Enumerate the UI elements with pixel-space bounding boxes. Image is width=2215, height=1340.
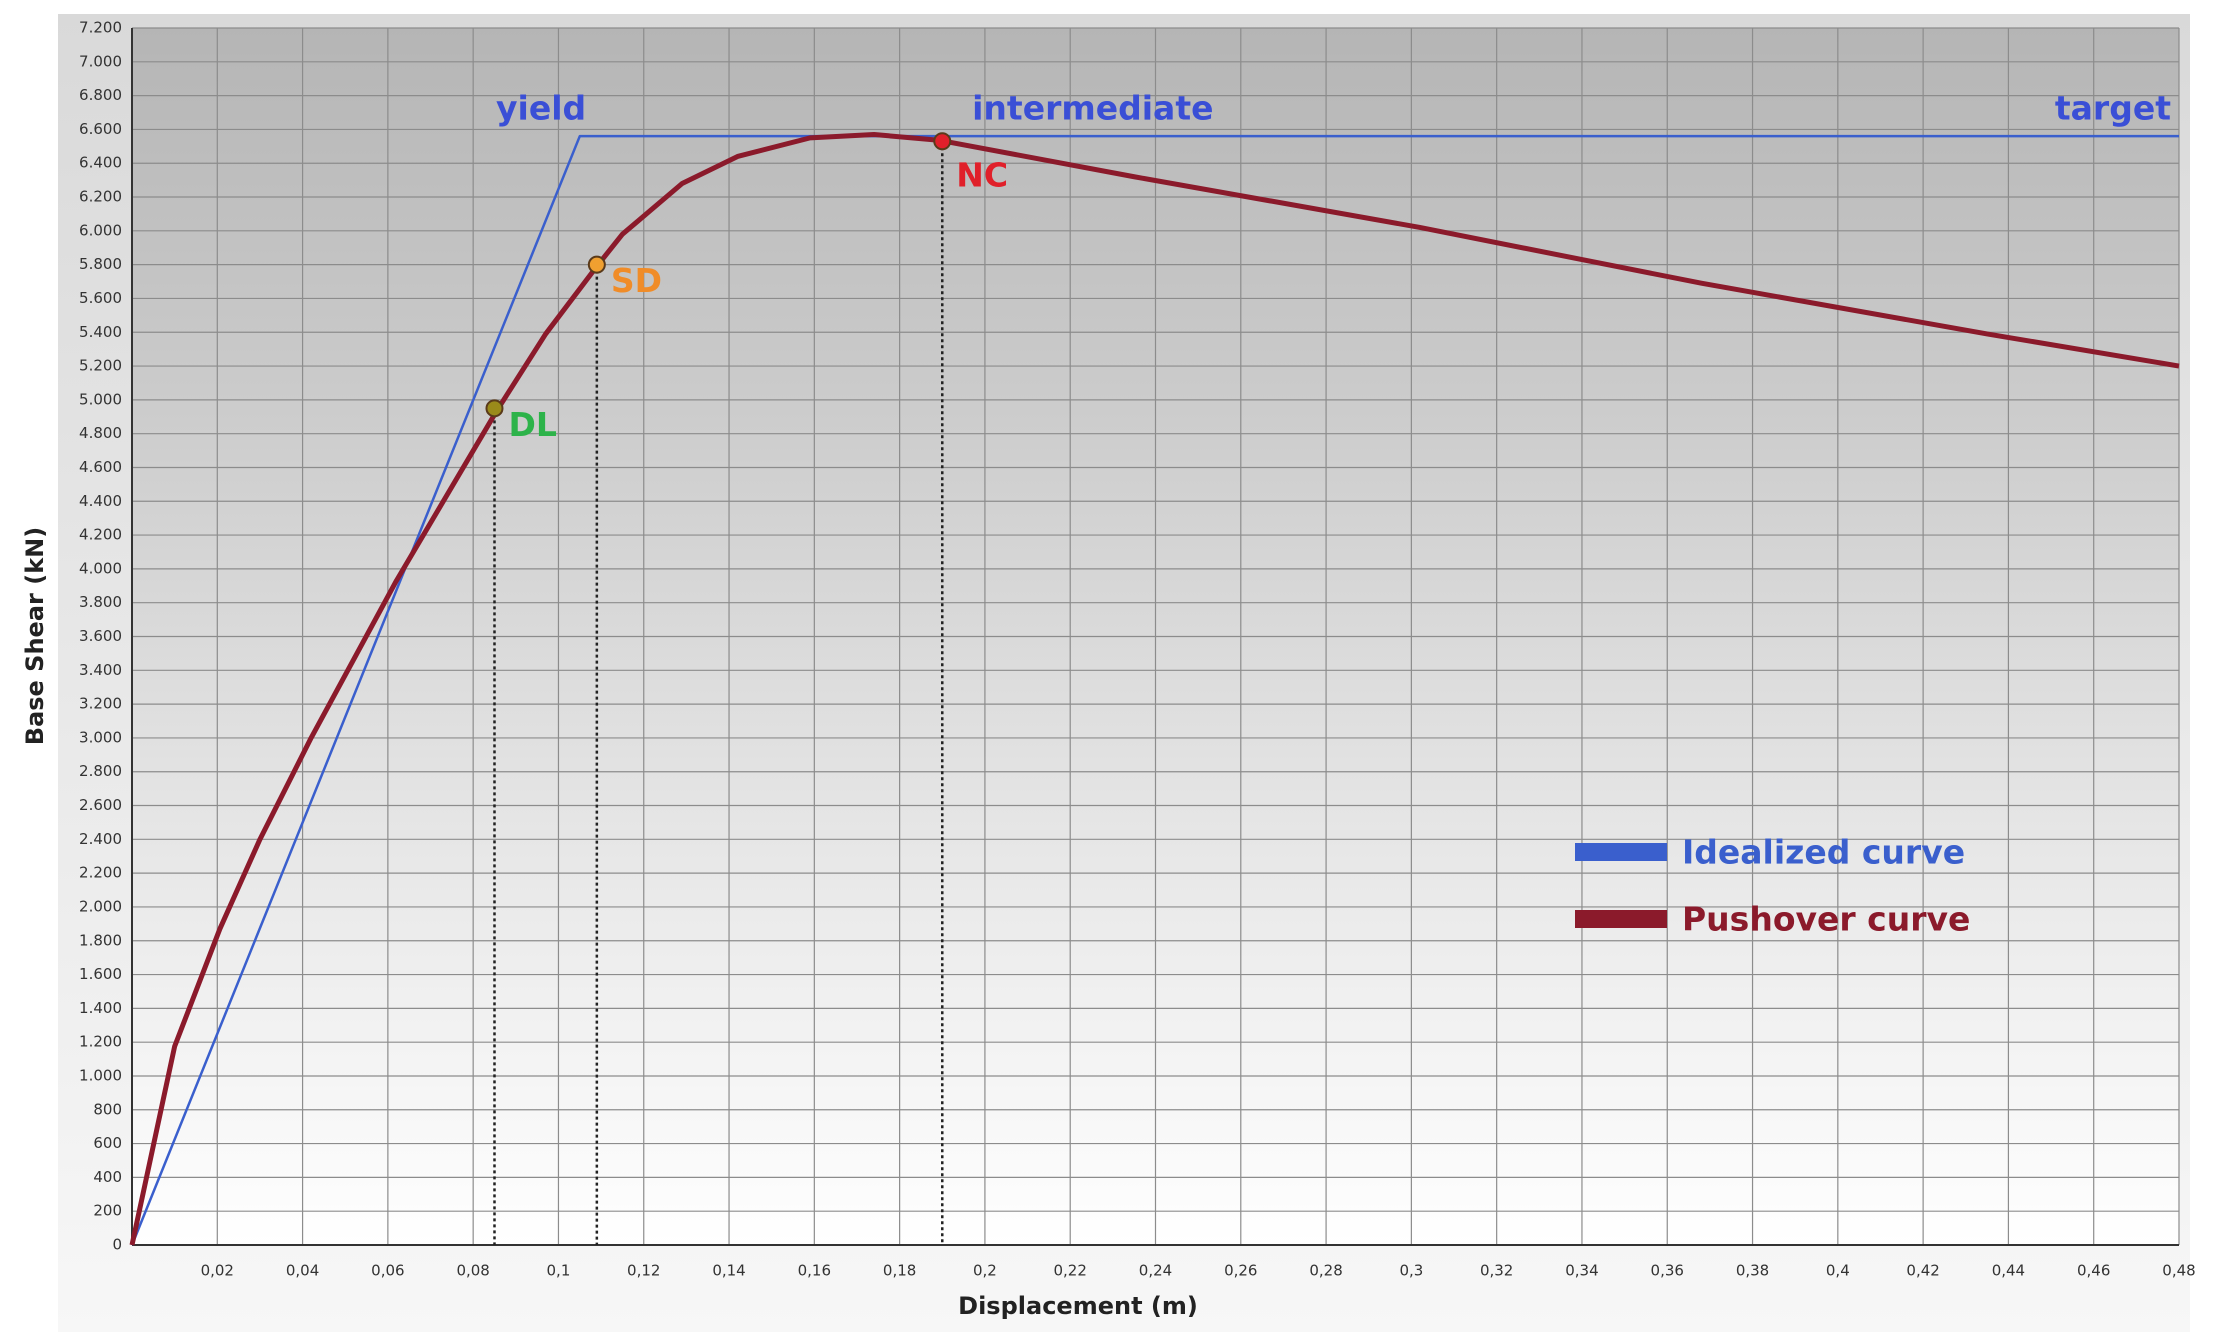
- y-tick-label: 7.000: [79, 52, 122, 70]
- y-tick-label: 6.800: [79, 86, 122, 104]
- y-tick-label: 4.600: [79, 458, 122, 476]
- x-tick-label: 0,44: [1992, 1262, 2025, 1280]
- x-tick-label: 0,22: [1054, 1262, 1087, 1280]
- y-tick-label: 1.800: [79, 931, 122, 949]
- legend-swatch: [1575, 843, 1667, 861]
- y-tick-label: 5.600: [79, 289, 122, 307]
- y-tick-label: 2.000: [79, 897, 122, 915]
- y-tick-label: 400: [93, 1168, 122, 1186]
- marker: [485, 399, 504, 418]
- y-tick-label: 4.800: [79, 424, 122, 442]
- y-tick-label: 5.200: [79, 357, 122, 375]
- y-tick-label: 4.000: [79, 559, 122, 577]
- y-tick-label: 2.800: [79, 762, 122, 780]
- x-tick-label: 0,4: [1826, 1262, 1850, 1280]
- y-tick-label: 6.400: [79, 154, 122, 172]
- x-tick-label: 0,06: [371, 1262, 404, 1280]
- y-tick-label: 6.200: [79, 188, 122, 206]
- y-tick-label: 6.000: [79, 221, 122, 239]
- y-tick-label: 0: [112, 1236, 122, 1254]
- y-tick-label: 1.400: [79, 999, 122, 1017]
- y-tick-label: 3.600: [79, 627, 122, 645]
- x-tick-label: 0,08: [456, 1262, 489, 1280]
- y-tick-label: 3.200: [79, 695, 122, 713]
- y-tick-label: 5.800: [79, 255, 122, 273]
- y-tick-label: 5.400: [79, 323, 122, 341]
- x-tick-label: 0,32: [1480, 1262, 1513, 1280]
- x-tick-label: 0,16: [798, 1262, 831, 1280]
- x-tick-label: 0,46: [2077, 1262, 2110, 1280]
- x-tick-label: 0,2: [973, 1262, 997, 1280]
- x-tick-label: 0,38: [1736, 1262, 1769, 1280]
- y-tick-label: 6.600: [79, 120, 122, 138]
- x-tick-label: 0,48: [2162, 1262, 2195, 1280]
- legend-swatch: [1575, 910, 1667, 928]
- y-tick-label: 3.000: [79, 728, 122, 746]
- series-line: [130, 134, 2179, 1246]
- annotation: target: [2055, 89, 2171, 128]
- legend-label: Pushover curve: [1682, 900, 1970, 939]
- x-tick-label: 0,1: [547, 1262, 571, 1280]
- x-tick-label: 0,24: [1139, 1262, 1172, 1280]
- y-tick-label: 1.600: [79, 965, 122, 983]
- marker-label: SD: [611, 261, 662, 300]
- y-tick-label: 1.200: [79, 1033, 122, 1051]
- x-tick-label: 0,18: [883, 1262, 916, 1280]
- x-tick-label: 0,42: [1906, 1262, 1939, 1280]
- y-tick-label: 5.000: [79, 390, 122, 408]
- x-tick-label: 0,36: [1651, 1262, 1684, 1280]
- y-axis-title: Base Shear (kN): [21, 527, 49, 745]
- y-tick-label: 600: [93, 1134, 122, 1152]
- x-tick-label: 0,3: [1399, 1262, 1423, 1280]
- y-tick-label: 3.800: [79, 593, 122, 611]
- y-tick-label: 800: [93, 1100, 122, 1118]
- x-tick-label: 0,28: [1309, 1262, 1342, 1280]
- series-line: [129, 131, 2180, 1246]
- annotation: intermediate: [972, 89, 1213, 128]
- x-tick-label: 0,34: [1565, 1262, 1598, 1280]
- y-tick-label: 7.200: [79, 19, 122, 37]
- marker-label: NC: [956, 156, 1008, 195]
- marker: [933, 132, 952, 151]
- y-tick-label: 200: [93, 1202, 122, 1220]
- annotation: yield: [496, 89, 586, 128]
- x-tick-label: 0,12: [627, 1262, 660, 1280]
- marker-label: DL: [508, 405, 556, 444]
- x-tick-label: 0,04: [286, 1262, 319, 1280]
- x-tick-label: 0,14: [712, 1262, 745, 1280]
- legend-label: Idealized curve: [1682, 833, 1965, 872]
- y-tick-label: 4.400: [79, 492, 122, 510]
- y-tick-label: 2.200: [79, 864, 122, 882]
- x-axis-title: Displacement (m): [958, 1292, 1198, 1320]
- x-tick-label: 0,26: [1224, 1262, 1257, 1280]
- y-tick-label: 3.400: [79, 661, 122, 679]
- y-tick-label: 4.200: [79, 526, 122, 544]
- y-tick-label: 1.000: [79, 1066, 122, 1084]
- marker: [587, 255, 606, 274]
- x-tick-label: 0,02: [201, 1262, 234, 1280]
- y-tick-label: 2.600: [79, 796, 122, 814]
- y-tick-label: 2.400: [79, 830, 122, 848]
